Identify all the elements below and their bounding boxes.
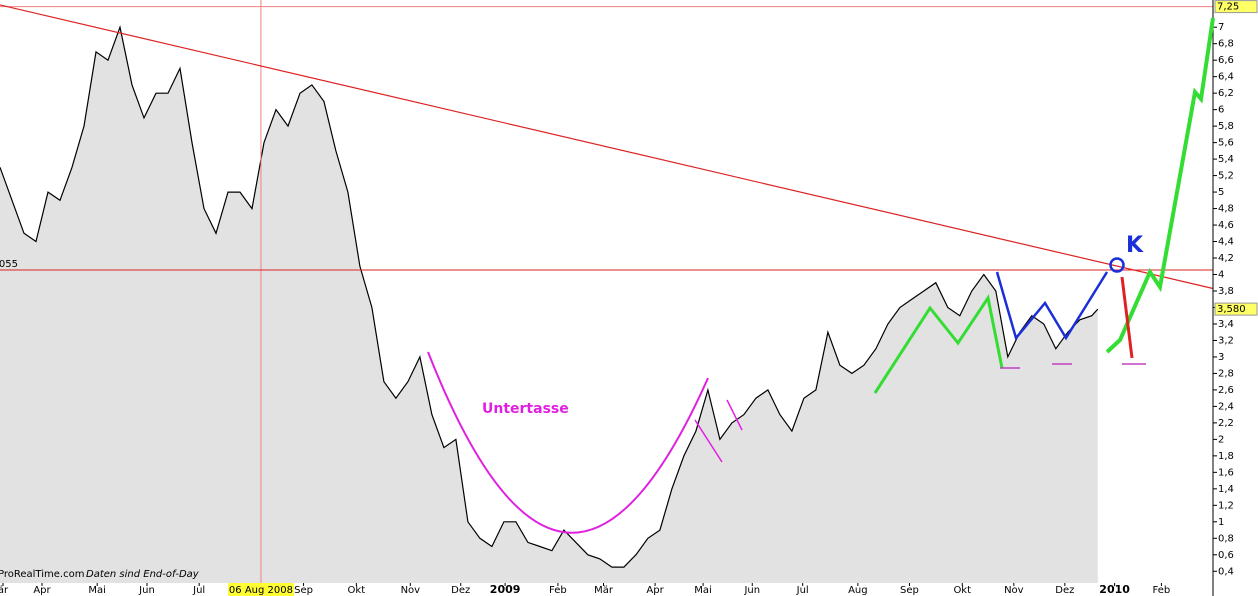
source: ProRealTime.com: [0, 569, 84, 580]
x-tick-label: Okt: [348, 585, 366, 596]
price-line: [0, 25, 1099, 568]
x-tick-label: är: [0, 585, 9, 596]
hline-label: 4,055: [0, 259, 18, 270]
x-tick-label: 2009: [490, 583, 521, 596]
hline-label-bg: [1214, 0, 1258, 14]
annotation: Untertasse: [482, 401, 569, 417]
y-tick-label: 0,8: [1218, 533, 1234, 544]
x-tick-label: Jul: [796, 585, 809, 596]
annotation: K: [1126, 233, 1144, 258]
x-tick-label: Sep: [900, 585, 919, 596]
y-tick-label: 1,6: [1218, 467, 1234, 478]
y-tick-label: 5: [1218, 187, 1224, 198]
y-tick-label: 1: [1218, 517, 1224, 528]
price-area: [0, 27, 1098, 583]
y-tick-label: 1,4: [1218, 484, 1234, 495]
pink-stroke: [726, 399, 743, 431]
x-tick-label: Mai: [88, 585, 106, 596]
drawing-overlay: Untertasse K ProRealTime.com Daten sind …: [0, 17, 1215, 580]
x-tick-label: Jun: [743, 585, 760, 596]
cursor-label-bg: [227, 583, 294, 596]
y-tick-label: 5,8: [1218, 121, 1234, 132]
x-tick-label: Jul: [192, 585, 205, 596]
hline-label: 7,25: [1217, 2, 1239, 13]
x-tick-label: Jun: [138, 585, 155, 596]
y-tick-label: 2,8: [1218, 368, 1234, 379]
y-tick-label: 1,2: [1218, 500, 1234, 511]
y-tick-label: 2: [1218, 434, 1224, 445]
y-tick-label: 4,2: [1218, 253, 1234, 264]
y-tick-label: 0,4: [1218, 566, 1234, 577]
y-tick-label: 5,4: [1218, 154, 1234, 165]
y-tick-label: 1,8: [1218, 451, 1234, 462]
y-tick-label: 6,8: [1218, 39, 1234, 50]
y-tick-label: 2,2: [1218, 418, 1234, 429]
y-tick-label: 3,4: [1218, 319, 1234, 330]
y-tick-label: 6,4: [1218, 72, 1234, 83]
blue-pattern: [995, 271, 1109, 341]
y-tick-label: 3,8: [1218, 286, 1234, 297]
y-tick-label: 5,2: [1218, 171, 1234, 182]
y-tick-label: 3,2: [1218, 335, 1234, 346]
x-tick-label: Mai: [694, 585, 712, 596]
red-projection: [1120, 276, 1134, 359]
pink-stroke: [694, 419, 723, 463]
y-tick-label: 5,6: [1218, 138, 1234, 149]
x-tick-label: Apr: [646, 585, 664, 596]
last-price-label: 3,580: [1217, 304, 1246, 315]
x-tick-label: Dez: [1055, 585, 1074, 596]
x-tick-label: Dez: [451, 585, 470, 596]
green-pattern: [873, 294, 1004, 394]
x-tick-label: Sep: [294, 585, 313, 596]
axis-bg: [1213, 0, 1258, 596]
x-tick-label: 2010: [1099, 583, 1130, 596]
saucer-curve: [427, 351, 709, 534]
y-tick-label: 6: [1218, 105, 1224, 116]
x-tick-label: Aug: [848, 585, 868, 596]
y-tick-label: 4,6: [1218, 220, 1234, 231]
x-tick-label: Feb: [549, 585, 567, 596]
y-tick-label: 6,2: [1218, 88, 1234, 99]
y-tick-label: 4,4: [1218, 237, 1234, 248]
y-tick-label: 6,6: [1218, 55, 1234, 66]
y-tick-label: 7: [1218, 22, 1224, 33]
note: Daten sind End-of-Day: [86, 569, 200, 580]
cursor-label: 06 Aug 2008: [229, 585, 293, 596]
y-tick-label: 4: [1218, 270, 1224, 281]
x-tick-label: Nov: [1004, 585, 1024, 596]
y-tick-label: 2,4: [1218, 401, 1234, 412]
y-tick-label: 2,6: [1218, 385, 1234, 396]
x-tick-label: Apr: [33, 585, 51, 596]
y-tick-label: 3: [1218, 352, 1224, 363]
x-tick-label: Okt: [953, 585, 971, 596]
x-tick-label: Feb: [1153, 585, 1171, 596]
green-projection: [1105, 17, 1215, 354]
y-tick-label: 4,8: [1218, 204, 1234, 215]
x-tick-label: Mär: [594, 585, 614, 596]
y-tick-label: 0,6: [1218, 550, 1234, 561]
trend-line: [0, 4, 1214, 290]
last-price-label-bg: [1214, 302, 1258, 316]
breakout-circle: [1109, 257, 1125, 273]
x-tick-label: Nov: [401, 585, 421, 596]
